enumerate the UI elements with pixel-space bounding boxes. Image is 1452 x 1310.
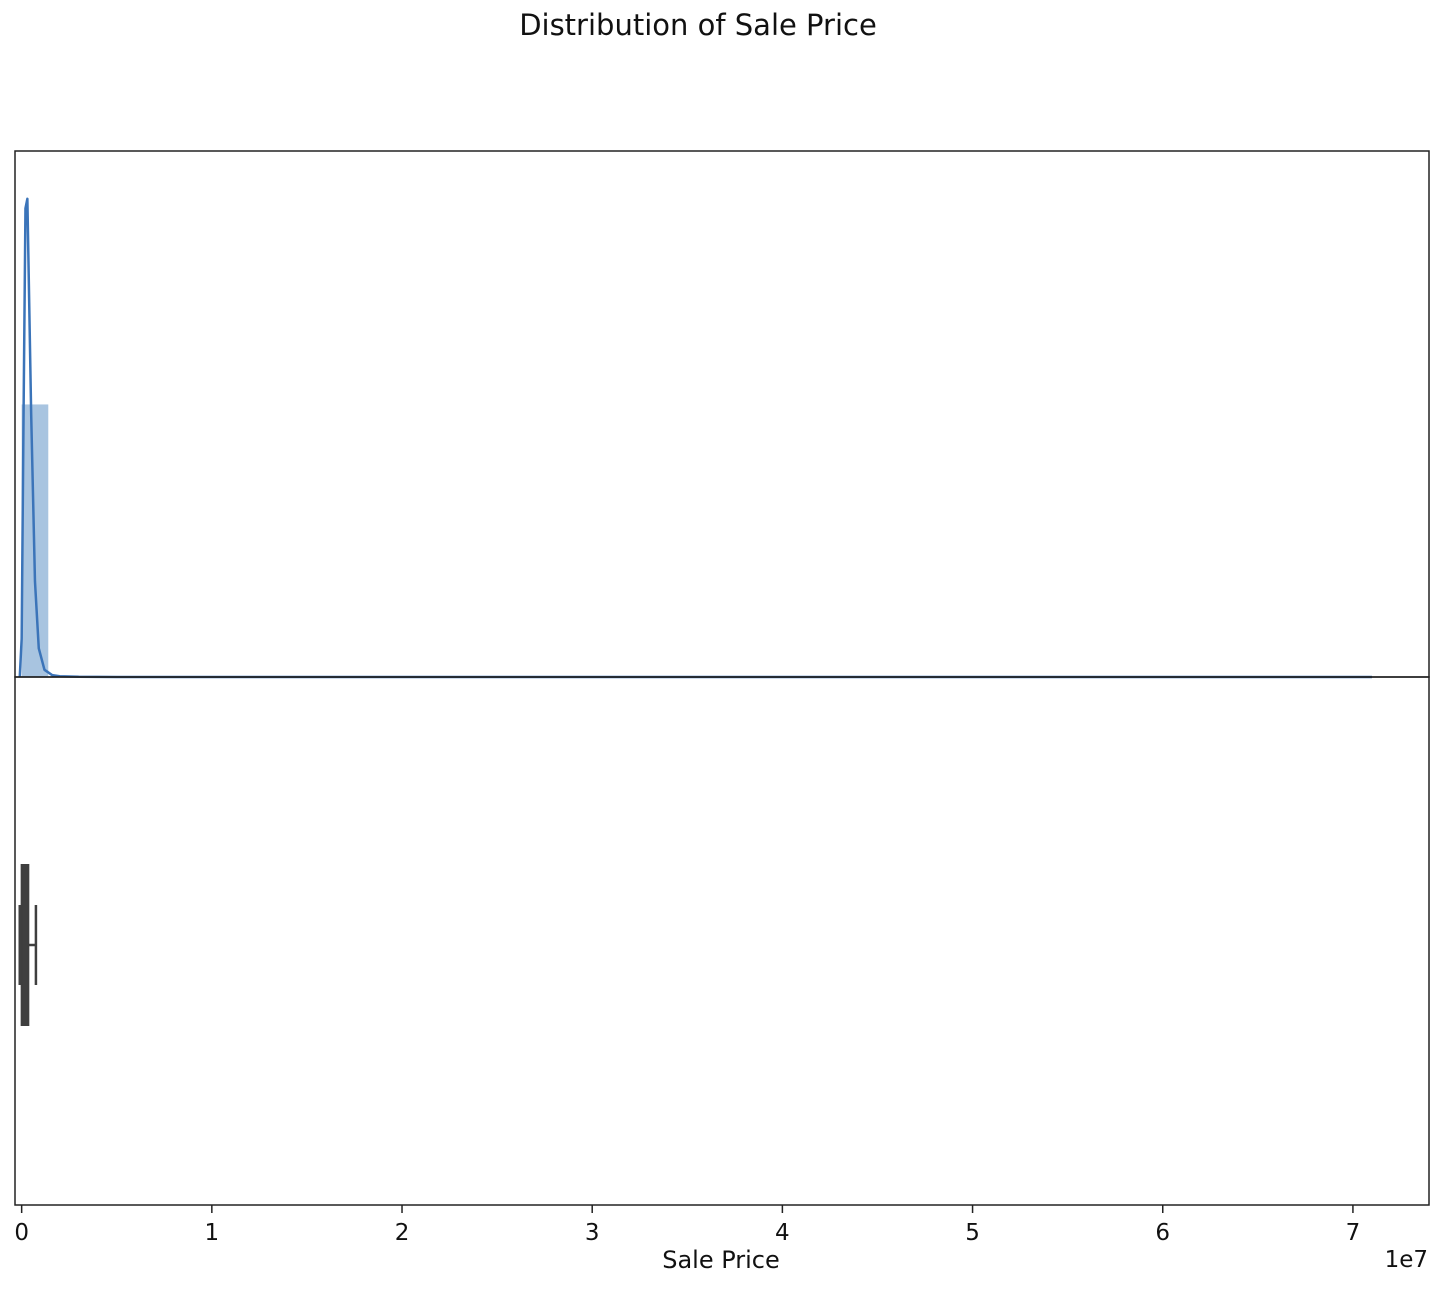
x-axis: 0 1 2 3 4 5 6 7 [14,1205,1360,1246]
x-tick-label-2: 2 [395,1220,410,1246]
x-tick-label-5: 5 [965,1220,980,1246]
x-tick-label-6: 6 [1155,1220,1170,1246]
x-tick-label-3: 3 [585,1220,600,1246]
histogram-frame [14,150,1430,678]
x-axis-label: Sale Price [662,1246,780,1274]
chart-title: Distribution of Sale Price [519,8,877,42]
x-tick-label-1: 1 [205,1220,220,1246]
boxplot-frame [14,676,1430,1206]
histogram-panel [18,197,1372,679]
boxplot-panel [18,864,38,1026]
x-tick-label-7: 7 [1346,1220,1361,1246]
kde-line [18,197,1372,679]
x-tick-label-0: 0 [14,1220,29,1246]
x-tick-label-4: 4 [775,1220,790,1246]
x-axis-offset-label: 1e7 [1385,1247,1428,1273]
